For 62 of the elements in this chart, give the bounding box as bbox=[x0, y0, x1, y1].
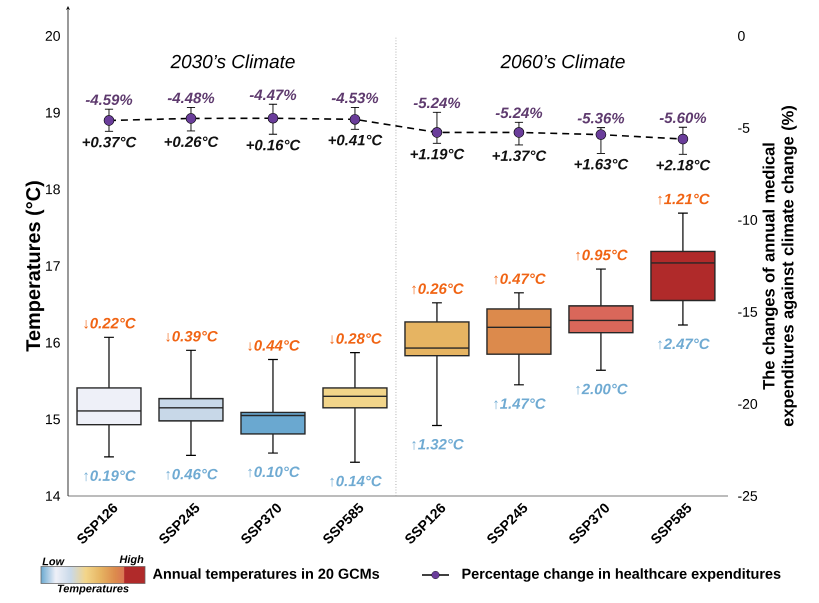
point bbox=[596, 129, 606, 140]
y2-tick-label: -20 bbox=[738, 399, 758, 409]
y-axis-title: Temperatures (°C) bbox=[26, 181, 44, 352]
y2-tick-label: 0 bbox=[738, 31, 745, 41]
annotation: ↑1.32°C bbox=[412, 438, 464, 450]
annotation: ↓0.22°C bbox=[84, 318, 136, 329]
annotation: ↓0.28°C bbox=[330, 333, 382, 344]
annotation: 2030’s Climate bbox=[170, 54, 295, 68]
data-label: -4.53% bbox=[332, 92, 378, 104]
annotation: ↑0.14°C bbox=[330, 476, 382, 487]
point bbox=[678, 134, 688, 144]
annotation: ↑2.00°C bbox=[576, 384, 628, 395]
annotation: +0.37°C bbox=[82, 136, 136, 148]
y2-tick-label: -15 bbox=[738, 307, 758, 317]
y-tick-label: 15 bbox=[46, 414, 60, 424]
annotation: ↑0.46°C bbox=[166, 468, 218, 480]
annotation: +1.19°C bbox=[410, 148, 464, 160]
annotation: ↑0.10°C bbox=[248, 466, 300, 478]
annotation: ↑0.26°C bbox=[412, 283, 464, 294]
color-bar-title: Temperatures bbox=[58, 584, 129, 594]
annotation: +1.37°C bbox=[492, 150, 546, 162]
data-label: -4.47% bbox=[250, 90, 296, 100]
y2-tick-label: -10 bbox=[738, 215, 758, 225]
annotation: +0.41°C bbox=[328, 134, 382, 146]
annotation: +1.63°C bbox=[574, 158, 628, 170]
y-tick-label: 18 bbox=[46, 184, 60, 194]
color-bar-label: High bbox=[120, 555, 144, 566]
y-tick-label: 17 bbox=[46, 261, 60, 271]
data-label: -4.48% bbox=[168, 92, 214, 104]
color-bar-label: Low bbox=[42, 558, 65, 566]
y-tick-label: 16 bbox=[46, 338, 60, 348]
data-label: -5.36% bbox=[578, 112, 624, 124]
annotation: +0.26°C bbox=[164, 136, 218, 148]
y-tick-label: 19 bbox=[46, 108, 60, 118]
point bbox=[268, 112, 278, 124]
point bbox=[514, 127, 524, 138]
y-tick-label: 20 bbox=[46, 31, 60, 41]
point bbox=[186, 113, 196, 124]
annotation: +2.18°C bbox=[656, 160, 710, 170]
data-label: -5.60% bbox=[660, 112, 706, 124]
legend-label: Annual temperatures in 20 GCMs bbox=[152, 568, 380, 582]
point bbox=[432, 127, 442, 138]
y2-tick-label: -25 bbox=[738, 491, 758, 501]
data-label: -5.24% bbox=[496, 108, 542, 118]
point bbox=[350, 114, 360, 125]
annotation: +0.16°C bbox=[246, 140, 300, 150]
annotation: ↑0.47°C bbox=[494, 273, 546, 284]
y-tick-label: 14 bbox=[46, 491, 60, 501]
annotation: ↑0.95°C bbox=[576, 250, 628, 261]
legend-label: Percentage change in healthcare expenditures bbox=[462, 568, 780, 582]
point bbox=[104, 115, 114, 126]
y2-axis-title: The changes of annual medical expenditures against climate change (%) bbox=[762, 106, 797, 426]
annotation: ↑0.19°C bbox=[84, 470, 136, 482]
data-label: -5.24% bbox=[414, 98, 460, 108]
y2-tick-label: -5 bbox=[738, 123, 750, 133]
annotation: ↓0.44°C bbox=[248, 340, 300, 352]
annotation: ↑1.21°C bbox=[658, 194, 710, 205]
annotation: ↑1.47°C bbox=[494, 398, 546, 410]
annotation: ↓0.39°C bbox=[166, 330, 218, 342]
annotation: ↑2.47°C bbox=[658, 338, 710, 350]
data-label: -4.59% bbox=[86, 94, 132, 106]
annotation: 2060’s Climate bbox=[500, 54, 625, 68]
